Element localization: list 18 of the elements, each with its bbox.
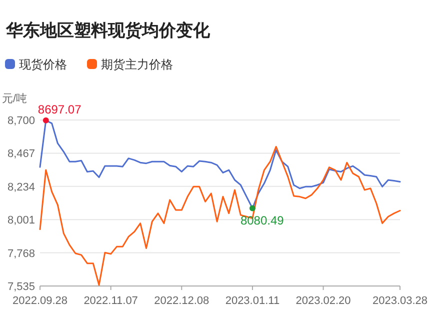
y-tick-label: 8,700 <box>7 115 35 127</box>
x-tick-label: 2023.01.11 <box>225 295 280 307</box>
legend-label: 现货价格 <box>19 58 67 72</box>
y-tick-label: 8,234 <box>7 181 35 194</box>
y-axis-title: 元/吨 <box>2 92 28 105</box>
x-tick-label: 2022.12.08 <box>154 295 210 307</box>
text: 8697.07 <box>38 102 82 116</box>
chart-title: 华东地区塑料现货均价变化 <box>5 20 211 40</box>
y-tick-label: 8,467 <box>7 148 35 160</box>
annotation: 8080.49 <box>240 213 284 228</box>
y-tick-label: 8,001 <box>7 214 35 227</box>
legend-label: 期货主力价格 <box>101 58 173 72</box>
y-tick-label: 7,768 <box>7 248 35 260</box>
x-tick-label: 2023.03.28 <box>372 295 428 307</box>
x-tick-label: 2022.11.07 <box>84 295 138 307</box>
x-tick-label: 2023.02.20 <box>296 295 351 307</box>
x-tick-label: 2022.09.28 <box>12 295 68 307</box>
y-tick-label: 7,535 <box>7 281 35 293</box>
